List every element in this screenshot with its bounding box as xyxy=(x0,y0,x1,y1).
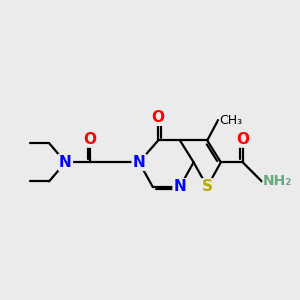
Text: CH₃: CH₃ xyxy=(220,113,243,127)
Text: O: O xyxy=(236,132,249,147)
Text: N: N xyxy=(133,155,146,170)
Text: N: N xyxy=(174,179,186,194)
Text: N: N xyxy=(59,155,72,170)
Text: NH₂: NH₂ xyxy=(263,174,292,188)
Text: O: O xyxy=(83,132,97,147)
Text: S: S xyxy=(202,179,213,194)
Text: O: O xyxy=(152,110,165,125)
